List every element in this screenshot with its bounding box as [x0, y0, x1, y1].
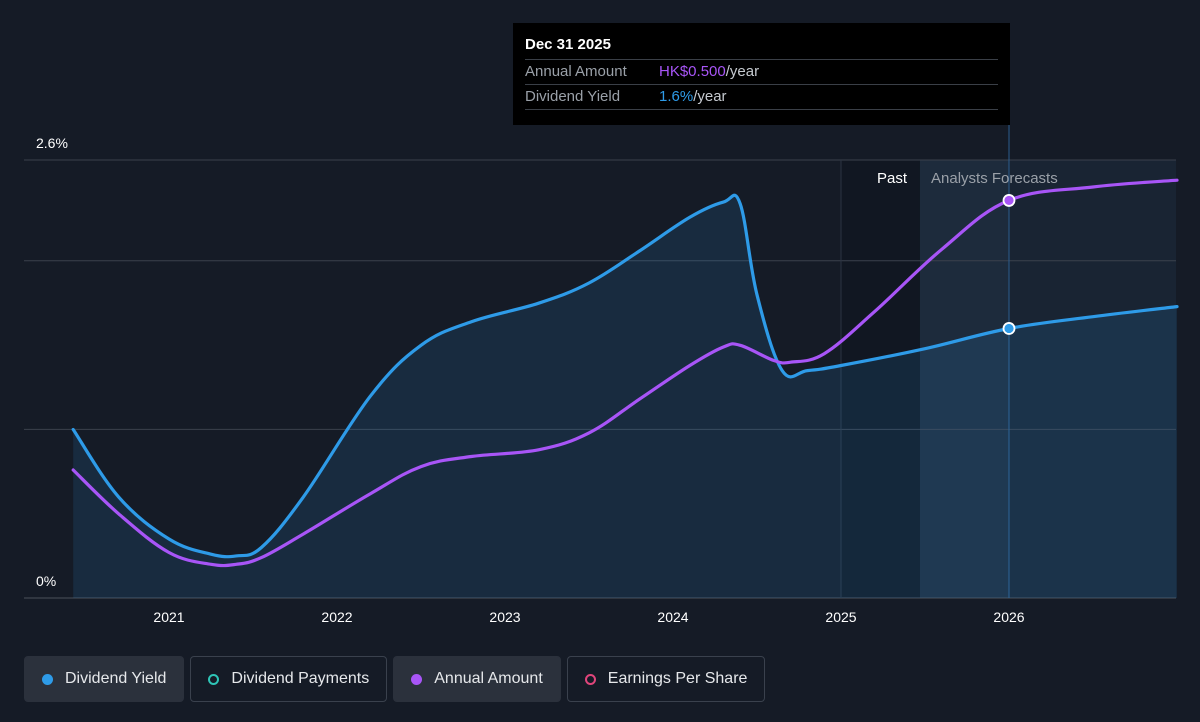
x-tick-label: 2024 — [657, 609, 688, 625]
y-axis-bottom-label: 0% — [36, 573, 56, 589]
legend-earnings-per-share[interactable]: Earnings Per Share — [566, 656, 766, 702]
legend-dot-icon — [208, 673, 220, 685]
tooltip-amount-value: HK$0.500 — [659, 63, 726, 80]
x-tick-label: 2025 — [825, 609, 856, 625]
legend-label: Dividend Yield — [65, 670, 167, 687]
forecast-region-rest — [1009, 160, 1176, 598]
chart-legend: Dividend Yield Dividend Payments Annual … — [24, 656, 766, 702]
series-line-1 — [71, 178, 1179, 568]
x-tick-label: 2026 — [993, 609, 1024, 625]
tooltip-yield-row: Dividend Yield 1.6% /year — [525, 84, 998, 110]
dividend-yield-point — [1002, 322, 1016, 335]
forecast-region-band — [919, 160, 1009, 598]
tooltip-yield-value: 1.6% — [659, 88, 694, 105]
tooltip-amount-label: Annual Amount — [525, 63, 627, 80]
x-tick-label: 2022 — [321, 609, 352, 625]
legend-dividend-payments[interactable]: Dividend Payments — [190, 656, 388, 702]
annual-amount-point — [1002, 194, 1016, 207]
tooltip-date: Dec 31 2025 — [525, 36, 611, 53]
legend-dot-icon — [42, 673, 53, 685]
past-region-label: Past — [877, 170, 908, 187]
legend-label: Annual Amount — [434, 670, 543, 687]
legend-label: Earnings Per Share — [607, 670, 748, 687]
y-axis-top-label: 2.6% — [36, 135, 68, 151]
tooltip-amount-row: Annual Amount HK$0.500 /year — [525, 59, 998, 84]
past-region-band — [841, 160, 920, 598]
tooltip-yield-label: Dividend Yield — [525, 88, 621, 105]
legend-dot-icon — [411, 673, 423, 685]
tooltip-yield-unit: /year — [693, 88, 727, 105]
forecast-region-label: Analysts Forecasts — [931, 170, 1058, 187]
legend-dot-icon — [584, 673, 596, 685]
series-area-0 — [73, 195, 1178, 598]
chart-tooltip: Dec 31 2025 Annual Amount HK$0.500 /year… — [513, 23, 1010, 125]
legend-dividend-yield[interactable]: Dividend Yield — [24, 656, 185, 702]
legend-annual-amount[interactable]: Annual Amount — [393, 656, 561, 702]
x-tick-label: 2023 — [489, 609, 520, 625]
tooltip-amount-unit: /year — [725, 63, 760, 80]
legend-label: Dividend Payments — [231, 670, 370, 687]
series-line-0 — [71, 193, 1179, 559]
x-tick-label: 2021 — [153, 609, 184, 625]
